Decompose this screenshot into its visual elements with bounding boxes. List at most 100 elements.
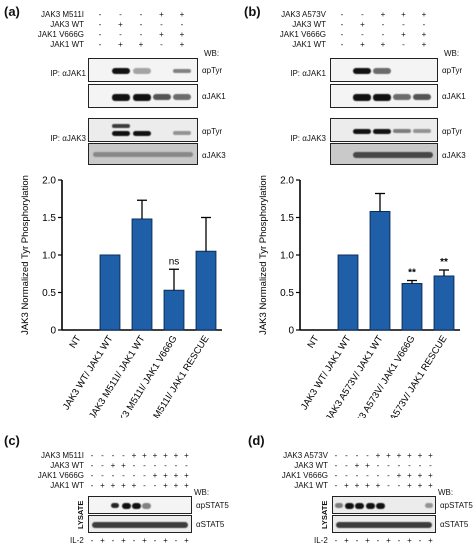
panel-d-lane-symbol: - bbox=[397, 481, 401, 490]
panel-b-wb-label: WB: bbox=[444, 49, 460, 58]
panel-a-lane-symbol: - bbox=[139, 30, 143, 39]
significance-annotation: ** bbox=[440, 257, 448, 268]
panel-c-lane-symbol: - bbox=[122, 471, 125, 480]
y-tick-label: 0 bbox=[50, 326, 56, 337]
panel-a-blot4-label: αJAK3 bbox=[202, 151, 226, 160]
panel-b-lane-symbol: + bbox=[421, 30, 427, 39]
panel-b-blot-ip2-ptyr bbox=[330, 118, 438, 142]
panel-a-blot-ip2-jak3 bbox=[88, 143, 198, 165]
panel-d-il2-symbol: + bbox=[386, 536, 391, 545]
bar bbox=[163, 289, 185, 331]
panel-b-bar-chart: 0 0.5 1.0 1.5 2.0 JAK3 Normalized Tyr Phospho… bbox=[258, 175, 460, 418]
bar bbox=[401, 283, 423, 331]
panel-d-lane-symbol: + bbox=[407, 481, 412, 490]
panel-c-il2-symbol: + bbox=[142, 536, 147, 545]
panel-d-wb-label: WB: bbox=[438, 488, 454, 497]
panel-b-row-label: JAK1 V666G bbox=[279, 30, 326, 39]
panel-d-lysate-label: LYSATE bbox=[320, 500, 329, 529]
panel-c-lane-symbol: - bbox=[143, 461, 146, 470]
panel-d-il2-label: IL-2 bbox=[314, 536, 328, 545]
panel-b-lane-symbol: + bbox=[401, 30, 406, 39]
panel-c-lysate-label: LYSATE bbox=[76, 500, 85, 529]
panel-b-blot4-label: αJAK3 bbox=[442, 151, 466, 160]
panel-c-lane-symbol: + bbox=[110, 461, 116, 470]
panel-b-row-label: JAK1 WT bbox=[292, 40, 326, 49]
panel-b-row-label: JAK3 WT bbox=[292, 20, 326, 29]
panel-d-lane-symbol: - bbox=[387, 461, 390, 470]
panel-c-lane-symbol: - bbox=[174, 461, 178, 470]
panel-c-il2-symbol: + bbox=[100, 536, 105, 545]
panel-c-row-label: JAK1 V666G bbox=[37, 471, 84, 480]
panel-c-lane-symbol: - bbox=[90, 451, 94, 460]
panel-b-ip2-label: IP: αJAK3 bbox=[290, 134, 326, 143]
panel-c-lane-symbol: + bbox=[121, 481, 126, 490]
panel-c-il2-symbol: + bbox=[184, 536, 189, 545]
panel-d-il2-symbol: + bbox=[428, 536, 433, 545]
panel-c-lane-symbol: - bbox=[132, 461, 136, 470]
panel-d-lane-symbol: - bbox=[366, 471, 369, 480]
panel-d-il2-symbol: - bbox=[355, 536, 359, 545]
panel-c-lane-symbol: + bbox=[173, 451, 179, 460]
panel-d-lane-symbol: + bbox=[417, 471, 423, 480]
panel-b-lane-symbol: - bbox=[361, 10, 364, 19]
panel-b-lane-symbol: + bbox=[360, 40, 365, 49]
panel-d-il2-symbol: - bbox=[376, 536, 380, 545]
panel-c-blot-stat5 bbox=[88, 515, 192, 533]
panel-d-lane-symbol: + bbox=[375, 481, 381, 490]
panel-c-il2-symbol: + bbox=[121, 536, 126, 545]
y-tick-label: 2.0 bbox=[42, 176, 56, 187]
y-tick-label: 0 bbox=[288, 326, 294, 337]
panel-c-lane-symbol: - bbox=[153, 481, 157, 490]
panel-d-lane-symbol: - bbox=[334, 461, 338, 470]
panel-a-lane-symbol: - bbox=[180, 20, 184, 29]
panel-d-blot1-label: αpSTAT5 bbox=[440, 501, 473, 510]
panel-d-lane-symbol: - bbox=[355, 451, 359, 460]
panel-c-row-label: JAK3 M511I bbox=[41, 451, 84, 460]
panel-c-il2-symbol: - bbox=[111, 536, 115, 545]
panel-a-blot1-label: αpTyr bbox=[202, 66, 223, 75]
panel-c-blot2-label: αSTAT5 bbox=[196, 520, 225, 529]
panel-a-lane-symbol: - bbox=[98, 20, 102, 29]
y-tick-label: 2.0 bbox=[280, 176, 294, 187]
panel-d-lane-symbol: - bbox=[345, 461, 348, 470]
panel-a-blot-ip1-ptyr bbox=[88, 58, 198, 82]
panel-d-lane-symbol: + bbox=[428, 481, 433, 490]
panel-d-lane-symbol: - bbox=[345, 471, 348, 480]
panel-b-row-label: JAK3 A573V bbox=[281, 10, 326, 19]
panel-a-blot-ip1-jak1 bbox=[88, 84, 198, 108]
panel-b-blot-ip1-ptyr bbox=[330, 58, 438, 82]
panel-c-lane-symbol: - bbox=[164, 461, 167, 470]
panel-a-bar-chart: 0 0.5 1.0 1.5 2.0 JAK3 Normalized Tyr Phospho… bbox=[20, 175, 222, 418]
y-tick-label: 1.5 bbox=[280, 213, 294, 224]
panel-a-lane-symbol: - bbox=[98, 30, 102, 39]
panel-d-lane-symbol: - bbox=[376, 471, 380, 480]
panel-a-lane-symbol: + bbox=[179, 40, 185, 49]
panel-c-lane-symbol: - bbox=[90, 481, 94, 490]
panel-d-lane-symbol: + bbox=[354, 461, 360, 470]
y-tick-label: 1.0 bbox=[280, 251, 294, 262]
panel-c-lane-symbol: + bbox=[163, 471, 168, 480]
bar bbox=[195, 250, 217, 331]
panel-d-lane-symbol: - bbox=[334, 451, 338, 460]
x-category-label: JAK3 M511I/ JAK1 WT bbox=[87, 334, 148, 418]
panel-a-wb-label: WB: bbox=[204, 49, 220, 58]
panel-b-blot-ip2-jak3 bbox=[330, 143, 438, 165]
panel-d-lane-symbol: + bbox=[396, 471, 402, 480]
panel-c-lane-symbol: - bbox=[153, 461, 157, 470]
panel-a-lane-symbol: + bbox=[159, 10, 164, 19]
panel-c-lane-symbol: + bbox=[173, 471, 179, 480]
panel-c-label: (c) bbox=[4, 433, 20, 448]
panel-a-lane-symbol: - bbox=[160, 40, 163, 49]
panel-d-blot2-label: αSTAT5 bbox=[440, 520, 469, 529]
panel-d-lane-symbol: + bbox=[428, 451, 433, 460]
y-axis-label: JAK3 Normalized Tyr Phosphorylation bbox=[20, 175, 31, 335]
panel-c-lane-symbol: + bbox=[142, 451, 147, 460]
panel-a-lane-symbol: + bbox=[118, 40, 123, 49]
y-tick-label: 0.5 bbox=[42, 288, 56, 299]
panel-c-lane-symbol: - bbox=[101, 461, 104, 470]
panel-b-lane-symbol: - bbox=[402, 20, 405, 29]
panel-c-lane-symbol: + bbox=[184, 471, 189, 480]
panel-d-lane-symbol: - bbox=[334, 481, 338, 490]
panel-d-lane-symbol: + bbox=[344, 481, 349, 490]
panel-c-lane-symbol: - bbox=[122, 451, 125, 460]
